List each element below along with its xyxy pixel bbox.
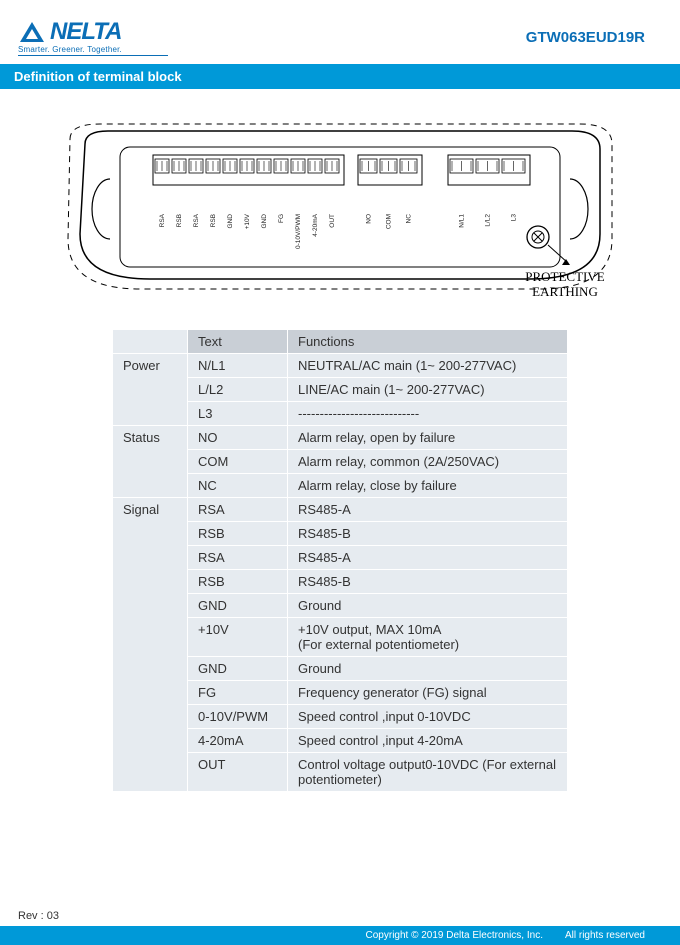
tagline-underline [18, 55, 168, 56]
text-cell: NO [188, 426, 288, 450]
text-cell: +10V [188, 618, 288, 657]
rights: All rights reserved [565, 930, 645, 941]
function-cell: Control voltage output0-10VDC (For exter… [288, 753, 568, 792]
model-number: GTW063EUD19R [526, 29, 645, 46]
pin-label: FG [278, 214, 285, 223]
text-cell: 4-20mA [188, 729, 288, 753]
pin-label: 0-10V/PWM [295, 214, 302, 249]
category-cell: Status [113, 426, 188, 498]
category-cell: Signal [113, 498, 188, 792]
function-cell: ---------------------------- [288, 402, 568, 426]
text-cell: RSB [188, 522, 288, 546]
text-cell: NC [188, 474, 288, 498]
function-cell: Frequency generator (FG) signal [288, 681, 568, 705]
pin-label: N/L1 [459, 214, 466, 228]
page: NELTA Smarter. Greener. Together. GTW063… [0, 0, 680, 945]
function-cell: LINE/AC main (1~ 200-277VAC) [288, 378, 568, 402]
pin-label: +10V [244, 213, 251, 229]
terminal-block-diagram: RSA RSB RSA RSB GND +10V GND FG 0-10V/PWM 4-20mA O… [60, 119, 620, 319]
function-cell: Alarm relay, common (2A/250VAC) [288, 450, 568, 474]
function-cell: Ground [288, 657, 568, 681]
function-cell: NEUTRAL/AC main (1~ 200-277VAC) [288, 354, 568, 378]
earthing-label-1: PROTECTIVE [525, 269, 605, 284]
function-cell: RS485-A [288, 546, 568, 570]
logo-block: NELTA Smarter. Greener. Together. [18, 18, 168, 56]
th-blank [113, 330, 188, 354]
table-row: StatusNOAlarm relay, open by failure [113, 426, 568, 450]
header: NELTA Smarter. Greener. Together. GTW063… [0, 0, 680, 64]
function-cell: +10V output, MAX 10mA(For external poten… [288, 618, 568, 657]
text-cell: N/L1 [188, 354, 288, 378]
tagline: Smarter. Greener. Together. [18, 45, 168, 54]
table-header-row: Text Functions [113, 330, 568, 354]
function-cell: Alarm relay, open by failure [288, 426, 568, 450]
logo-row: NELTA [18, 18, 168, 46]
footer: Rev : 03 Copyright © 2019 Delta Electron… [0, 910, 680, 945]
pin-label: RSB [176, 214, 183, 227]
table-row: PowerN/L1NEUTRAL/AC main (1~ 200-277VAC) [113, 354, 568, 378]
table-row: SignalRSARS485-A [113, 498, 568, 522]
pin-label: L3 [511, 214, 518, 222]
text-cell: OUT [188, 753, 288, 792]
pin-label: L/L2 [485, 214, 492, 227]
terminal-table: Text Functions PowerN/L1NEUTRAL/AC main … [112, 329, 568, 792]
pin-label: NO [366, 214, 373, 224]
copyright: Copyright © 2019 Delta Electronics, Inc. [366, 930, 543, 941]
table-container: Text Functions PowerN/L1NEUTRAL/AC main … [0, 329, 680, 802]
pin-label: GND [227, 214, 234, 229]
section-title-bar: Definition of terminal block [0, 64, 680, 89]
body-outline [80, 131, 600, 279]
pin-label: OUT [329, 214, 336, 228]
text-cell: 0-10V/PWM [188, 705, 288, 729]
text-cell: L3 [188, 402, 288, 426]
diagram-container: RSA RSB RSA RSB GND +10V GND FG 0-10V/PWM 4-20mA O… [0, 89, 680, 329]
text-cell: RSB [188, 570, 288, 594]
text-cell: L/L2 [188, 378, 288, 402]
pin-label: RSA [193, 213, 200, 227]
text-cell: RSA [188, 546, 288, 570]
function-cell: Speed control ,input 4-20mA [288, 729, 568, 753]
pin-label: NC [406, 214, 413, 224]
pin-label: RSB [210, 214, 217, 227]
th-text: Text [188, 330, 288, 354]
text-cell: RSA [188, 498, 288, 522]
category-cell: Power [113, 354, 188, 426]
revision: Rev : 03 [0, 910, 680, 926]
pin-label: COM [386, 214, 393, 229]
function-cell: Alarm relay, close by failure [288, 474, 568, 498]
function-cell: Ground [288, 594, 568, 618]
function-cell: RS485-A [288, 498, 568, 522]
pin-label: GND [261, 214, 268, 229]
function-cell: RS485-B [288, 570, 568, 594]
text-cell: GND [188, 594, 288, 618]
function-cell: RS485-B [288, 522, 568, 546]
pin-label: RSA [159, 213, 166, 227]
delta-logo-icon [18, 20, 46, 44]
earthing-label-2: EARTHING [532, 284, 598, 299]
function-cell: Speed control ,input 0-10VDC [288, 705, 568, 729]
brand-name: NELTA [50, 18, 121, 46]
th-functions: Functions [288, 330, 568, 354]
text-cell: FG [188, 681, 288, 705]
text-cell: COM [188, 450, 288, 474]
pin-label: 4-20mA [312, 213, 319, 236]
footer-bar: Copyright © 2019 Delta Electronics, Inc.… [0, 926, 680, 945]
text-cell: GND [188, 657, 288, 681]
